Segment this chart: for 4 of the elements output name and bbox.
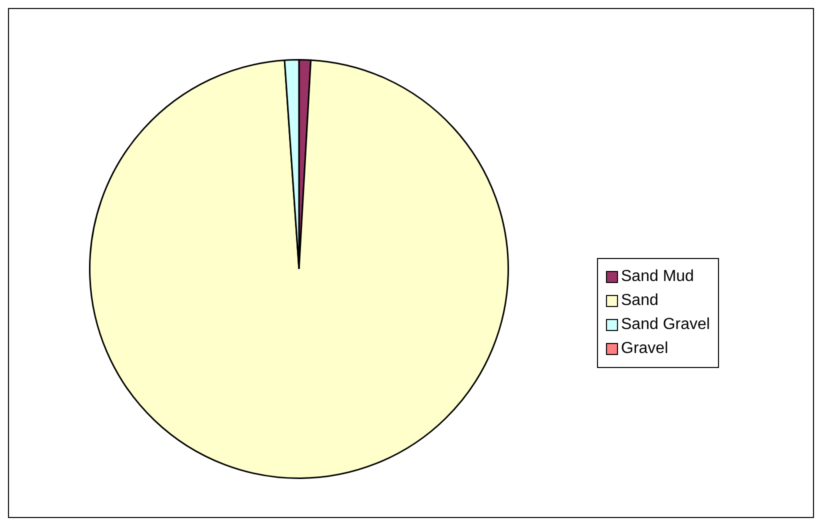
- legend-label: Gravel: [621, 339, 668, 359]
- legend-label: Sand: [621, 291, 658, 311]
- legend-label: Sand Gravel: [621, 315, 710, 335]
- legend-label: Sand Mud: [621, 267, 694, 287]
